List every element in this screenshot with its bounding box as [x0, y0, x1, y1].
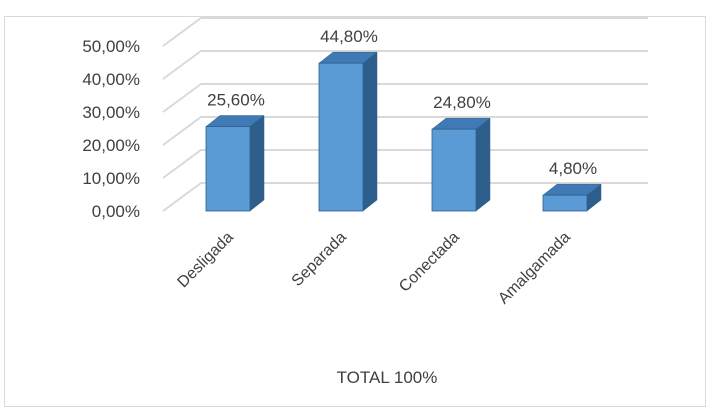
bar-front	[318, 62, 364, 212]
y-tick-label: 0,00%	[92, 202, 140, 221]
y-tick-label: 40,00%	[82, 70, 140, 89]
bar-side	[249, 115, 265, 212]
bar	[431, 117, 491, 212]
data-label: 4,80%	[549, 159, 597, 178]
bar-front	[205, 126, 251, 212]
bar-front	[431, 128, 477, 212]
bar	[318, 51, 378, 212]
data-label: 24,80%	[433, 93, 491, 112]
data-label: 25,60%	[207, 91, 265, 110]
gridline	[162, 149, 648, 179]
data-labels: 25,60% 44,80% 24,80% 4,80%	[207, 27, 597, 178]
y-tick-label: 10,00%	[82, 169, 140, 188]
bar-side	[362, 51, 378, 212]
bars	[205, 51, 602, 212]
bar	[205, 115, 265, 212]
y-axis-ticks: 0,00% 10,00% 20,00% 30,00% 40,00% 50,00%	[82, 37, 140, 221]
x-axis-title: TOTAL 100%	[337, 368, 438, 387]
category-label: Desligada	[174, 229, 236, 291]
bar-side	[475, 117, 491, 212]
gridline	[162, 17, 648, 47]
bar	[542, 183, 602, 212]
gridline	[162, 50, 648, 80]
category-label: Separada	[289, 229, 350, 290]
y-tick-label: 20,00%	[82, 136, 140, 155]
bar-front	[542, 194, 588, 212]
data-label: 44,80%	[320, 27, 378, 46]
category-labels: Desligada Separada Conectada Amalgamada	[174, 229, 573, 308]
y-tick-label: 50,00%	[82, 37, 140, 56]
gridline	[162, 83, 648, 113]
gridline	[162, 116, 648, 146]
category-label: Conectada	[396, 229, 463, 296]
gridline	[162, 182, 648, 212]
category-label: Amalgamada	[495, 229, 574, 308]
y-tick-label: 30,00%	[82, 103, 140, 122]
grid-layer	[162, 17, 648, 212]
